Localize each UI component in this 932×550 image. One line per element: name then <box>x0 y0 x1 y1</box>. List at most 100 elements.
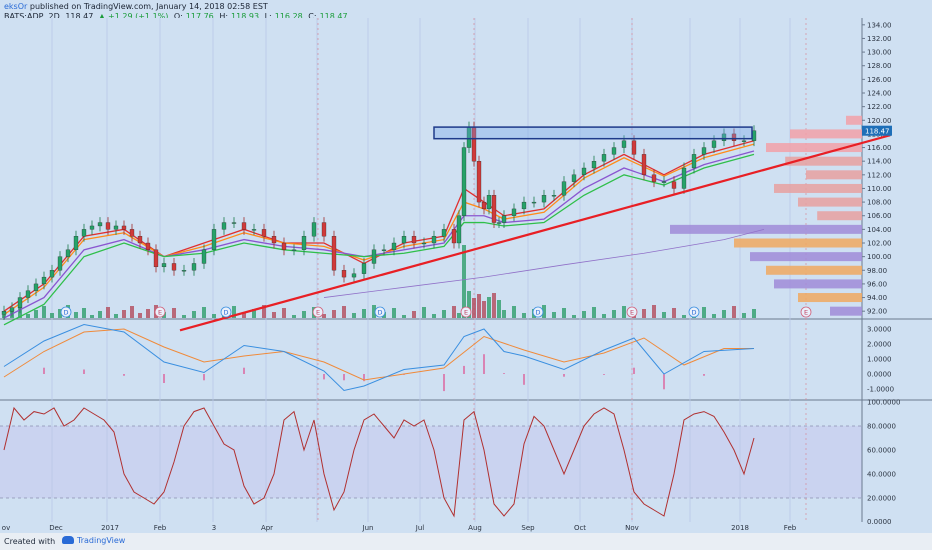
time-axis-label: Jun <box>362 524 374 532</box>
volume-bar <box>98 311 102 318</box>
candle-body <box>331 236 337 271</box>
volume-bar <box>82 308 86 318</box>
volume-bar <box>106 307 110 318</box>
volume-profile-bar <box>830 306 862 316</box>
stochastic-axis-label: 0.0000 <box>867 518 892 526</box>
candle-body <box>591 161 597 169</box>
volume-bar <box>682 315 686 318</box>
candle-body <box>561 181 567 196</box>
volume-bar <box>712 314 716 318</box>
volume-bar <box>50 313 54 318</box>
candle-body <box>701 147 707 155</box>
candle-body <box>571 174 577 182</box>
price-axis-label: 114.00 <box>867 158 892 166</box>
volume-profile-bar <box>798 293 862 303</box>
volume-bar <box>482 301 486 318</box>
earnings-marker <box>800 306 812 318</box>
time-axis-label: 3 <box>212 524 216 532</box>
candle-body <box>137 236 143 244</box>
author-link[interactable]: eksOr <box>4 2 28 11</box>
volume-bar <box>322 314 326 318</box>
candle-body <box>741 140 747 142</box>
candle-body <box>651 174 657 182</box>
volume-bar <box>182 315 186 318</box>
volume-bar <box>487 297 491 318</box>
volume-bar <box>702 307 706 318</box>
candle-body <box>261 229 267 237</box>
candle-body <box>201 249 207 264</box>
candle-body <box>9 307 15 312</box>
volume-bar <box>138 313 142 318</box>
high-label: H: <box>219 12 229 21</box>
volume-bar <box>457 313 461 318</box>
time-axis-label: Feb <box>784 524 797 532</box>
candle-body <box>441 229 447 237</box>
price-axis-label: 92.00 <box>867 308 887 316</box>
candle-body <box>491 195 497 223</box>
stochastic-axis-label: 20.0000 <box>867 495 896 503</box>
marker-letter: E <box>464 309 468 317</box>
dividend-marker <box>532 306 544 318</box>
time-axis-label: Dec <box>49 524 63 532</box>
volume-bar <box>722 310 726 318</box>
volume-profile-bar <box>734 238 862 248</box>
price-axis-label: 96.00 <box>867 280 887 288</box>
time-axis-label: Feb <box>154 524 167 532</box>
volume-bar <box>497 300 501 318</box>
price-axis-label: 134.00 <box>867 21 892 29</box>
volume-profile-bar <box>766 265 862 275</box>
volume-bar <box>26 314 30 318</box>
macd-axis-label: 2.0000 <box>867 341 892 349</box>
volume-bar <box>467 291 471 318</box>
volume-profile-bar <box>774 183 862 193</box>
candle-body <box>691 154 697 169</box>
volume-bar <box>272 312 276 318</box>
close-label: C: <box>308 12 317 21</box>
candle-body <box>89 225 95 230</box>
volume-bar <box>602 314 606 318</box>
candle-body <box>461 147 467 216</box>
candle-body <box>33 283 39 291</box>
price-axis-label: 120.00 <box>867 117 892 125</box>
volume-bar <box>442 310 446 318</box>
volume-bar <box>252 309 256 318</box>
volume-bar <box>282 308 286 318</box>
candle-body <box>551 195 557 197</box>
close-value: 118.47 <box>319 12 348 21</box>
time-axis-label: Oct <box>574 524 586 532</box>
candle-body <box>291 249 297 251</box>
candle-body <box>401 236 407 244</box>
volume-bar <box>542 305 546 318</box>
time-axis-label: Sep <box>521 524 535 532</box>
candle-body <box>361 263 367 274</box>
candle-body <box>41 276 47 285</box>
candle-body <box>311 222 317 237</box>
candle-body <box>191 263 197 271</box>
candle-body <box>631 140 637 155</box>
candle-body <box>81 229 87 237</box>
price-axis-label: 132.00 <box>867 35 892 43</box>
price-axis-label: 94.00 <box>867 294 887 302</box>
earnings-marker <box>312 306 324 318</box>
candle-body <box>73 236 79 250</box>
candle-body <box>145 242 151 250</box>
time-axis-label: Aug <box>468 524 482 532</box>
up-triangle-icon: ▲ <box>98 12 106 21</box>
chart-canvas[interactable]: 134.00 132.00 130.00 128.00 126.00 124.00 122.… <box>0 0 932 533</box>
stochastic-axis-label: 40.0000 <box>867 471 896 479</box>
ma_long-line <box>323 228 765 298</box>
candle-body <box>181 270 187 272</box>
volume-bar <box>572 315 576 318</box>
chart-header: eksOr published on TradingView.com, Janu… <box>4 2 351 22</box>
volume-profile-bar <box>790 129 862 139</box>
volume-profile-bar <box>798 197 862 207</box>
candle-body <box>621 140 627 148</box>
tradingview-link[interactable]: TradingView <box>62 536 125 545</box>
volume-bar <box>652 305 656 318</box>
price-axis-label: 108.00 <box>867 199 892 207</box>
candle-body <box>49 270 55 278</box>
candle-body <box>531 201 537 204</box>
volume-bar <box>752 309 756 318</box>
volume-bar <box>202 307 206 318</box>
price-axis-label: 110.00 <box>867 185 892 193</box>
